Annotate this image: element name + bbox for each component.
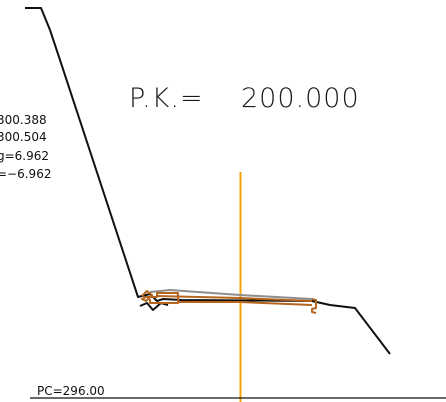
info-line-3: g=6.962 xyxy=(0,149,49,163)
road-structure-bottom xyxy=(178,301,313,306)
terrain-detail-line xyxy=(139,302,169,311)
road-structure-left xyxy=(141,290,179,304)
terrain-profile-line xyxy=(25,7,391,355)
info-line-4: =−6.962 xyxy=(0,167,51,181)
info-line-2: 300.504 xyxy=(0,130,47,144)
info-line-1: 300.388 xyxy=(0,113,47,127)
pk-label: P.K.= xyxy=(129,83,204,114)
road-structure-right xyxy=(311,298,317,314)
road-structure-top xyxy=(156,295,313,302)
pk-value: 200.000 xyxy=(241,83,360,114)
road-surface-line xyxy=(149,288,313,300)
datum-label: PC=296.00 xyxy=(37,384,105,398)
